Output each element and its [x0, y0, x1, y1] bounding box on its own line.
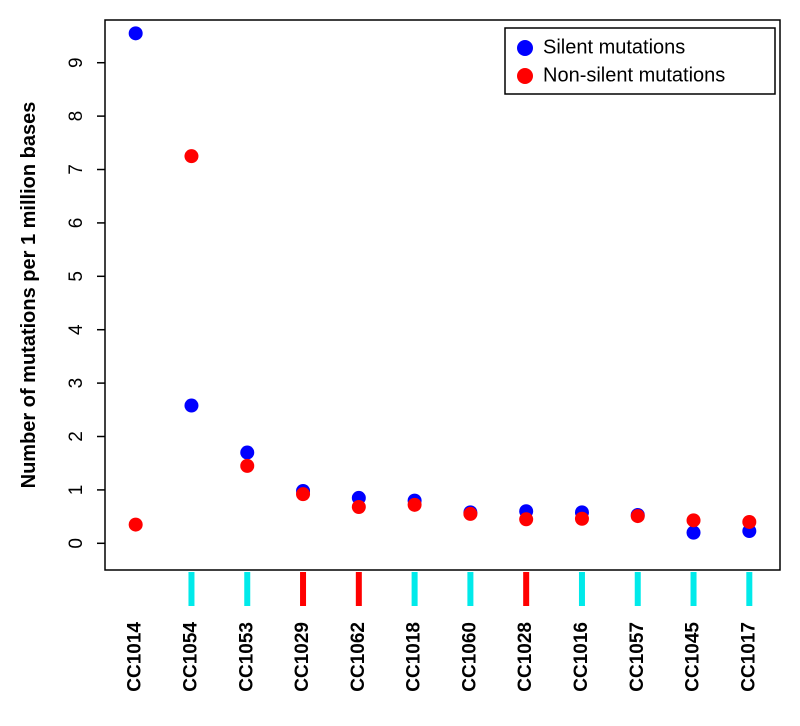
- x-category-label: CC1029: [292, 622, 313, 692]
- x-category-label: CC1045: [683, 622, 704, 692]
- x-tick-stub: [635, 572, 641, 606]
- silent-point: [240, 446, 254, 460]
- y-axis-title: Number of mutations per 1 million bases: [18, 102, 40, 489]
- nonsilent-point: [408, 498, 422, 512]
- x-category-label: CC1016: [571, 622, 592, 692]
- x-category-label: CC1014: [125, 622, 146, 692]
- y-tick-label: 3: [66, 378, 87, 389]
- x-category-label: CC1018: [404, 622, 425, 692]
- x-tick-stub: [356, 572, 362, 606]
- nonsilent-point: [742, 515, 756, 529]
- x-tick-stub: [188, 572, 194, 606]
- legend-marker: [517, 68, 533, 84]
- nonsilent-point: [631, 509, 645, 523]
- nonsilent-point: [463, 507, 477, 521]
- legend-marker: [517, 40, 533, 56]
- x-tick-stub: [300, 572, 306, 606]
- x-tick-stub: [579, 572, 585, 606]
- nonsilent-point: [687, 513, 701, 527]
- y-tick-label: 4: [66, 324, 87, 335]
- nonsilent-point: [575, 512, 589, 526]
- nonsilent-point: [129, 518, 143, 532]
- nonsilent-point: [519, 512, 533, 526]
- x-category-label: CC1054: [180, 622, 201, 692]
- y-tick-label: 7: [66, 164, 87, 175]
- x-category-label: CC1062: [348, 622, 369, 692]
- chart-background: [0, 0, 800, 726]
- y-tick-label: 0: [66, 538, 87, 549]
- x-tick-stub: [244, 572, 250, 606]
- y-tick-label: 9: [66, 57, 87, 68]
- x-tick-stub: [412, 572, 418, 606]
- x-category-label: CC1017: [738, 622, 759, 692]
- y-tick-label: 6: [66, 218, 87, 229]
- y-tick-label: 5: [66, 271, 87, 282]
- silent-point: [184, 399, 198, 413]
- x-category-label: CC1028: [515, 622, 536, 692]
- nonsilent-point: [352, 500, 366, 514]
- x-tick-stub: [467, 572, 473, 606]
- silent-point: [687, 526, 701, 540]
- legend-label: Silent mutations: [543, 36, 685, 58]
- nonsilent-point: [240, 459, 254, 473]
- nonsilent-point: [184, 149, 198, 163]
- y-tick-label: 1: [66, 485, 87, 496]
- x-category-label: CC1053: [236, 622, 257, 692]
- nonsilent-point: [296, 487, 310, 501]
- x-tick-stub: [691, 572, 697, 606]
- mutation-scatter-chart: 0 1 2 3 4 5 6 7 8 9 Number of mutations per 1 mill…: [0, 0, 800, 726]
- silent-point: [129, 26, 143, 40]
- x-tick-stub: [746, 572, 752, 606]
- legend-label: Non-silent mutations: [543, 64, 725, 86]
- y-tick-label: 2: [66, 431, 87, 442]
- x-category-label: CC1057: [627, 622, 648, 692]
- x-tick-stub: [523, 572, 529, 606]
- y-tick-label: 8: [66, 111, 87, 122]
- x-category-label: CC1060: [459, 622, 480, 692]
